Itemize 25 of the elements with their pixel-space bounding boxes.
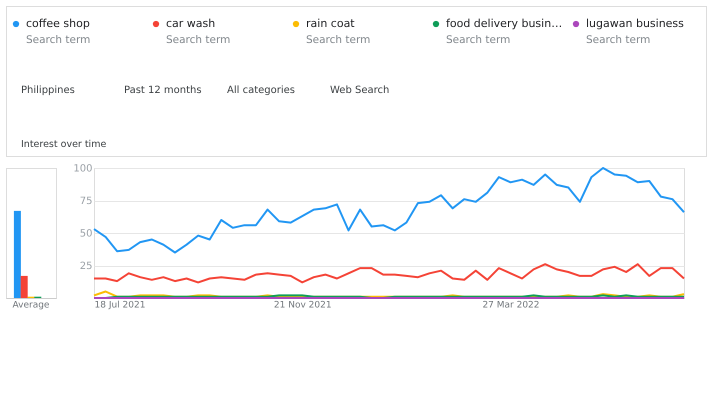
legend-label: coffee shop <box>26 17 90 30</box>
legend-label: food delivery busin… <box>446 17 562 30</box>
text: Search term <box>306 34 370 46</box>
x-tick-label: 27 Mar 2022 <box>482 300 540 310</box>
text: Search term <box>586 34 650 46</box>
text: Web Search <box>330 85 390 96</box>
y-tick-label: 100 <box>73 164 92 174</box>
x-tick-label: 21 Nov 2021 <box>274 300 332 310</box>
text: Search term <box>26 34 90 46</box>
line-series <box>93 167 685 254</box>
text: Philippines <box>21 85 75 96</box>
y-tick-label: 75 <box>80 196 92 207</box>
x-tick-label: Average <box>12 300 50 310</box>
text: All categories <box>227 85 295 96</box>
text: Search term <box>446 34 510 46</box>
y-tick-label: 25 <box>80 261 92 272</box>
x-tick-label: 18 Jul 2021 <box>94 300 146 310</box>
line-series <box>93 263 685 284</box>
y-tick-label: 50 <box>80 228 92 240</box>
text: Past 12 months <box>124 85 202 96</box>
text: Search term <box>166 34 230 46</box>
legend-label: car wash <box>166 17 216 30</box>
legend-label: lugawan business <box>586 17 684 30</box>
legend-label: rain coat <box>306 17 356 30</box>
chart-title: Interest over time <box>21 139 106 150</box>
